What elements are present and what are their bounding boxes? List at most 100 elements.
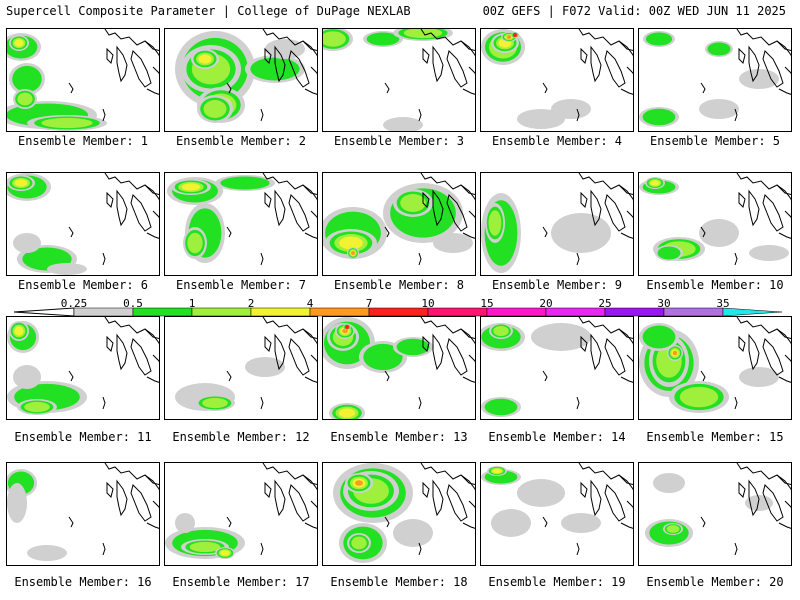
colorbar-segment xyxy=(663,307,724,317)
great-lakes-coastline xyxy=(104,317,159,340)
ensemble-member-caption: Ensemble Member: 5 xyxy=(649,134,781,148)
ensemble-map-panel-4 xyxy=(480,28,634,132)
ensemble-map-panel-13 xyxy=(322,316,476,420)
great-lakes-coastline xyxy=(152,354,159,363)
great-lakes-coastline xyxy=(264,191,272,208)
colorbar-tick-label: 4 xyxy=(306,297,314,310)
great-lakes-coastline xyxy=(144,328,159,345)
great-lakes-coastline xyxy=(146,232,159,239)
great-lakes-coastline xyxy=(778,232,791,239)
great-lakes-coastline xyxy=(226,82,232,94)
scp-contour-sig_yellow xyxy=(181,183,201,191)
scp-contour-sig_low xyxy=(13,233,41,253)
great-lakes-coastline xyxy=(264,335,272,352)
great-lakes-coastline xyxy=(620,88,633,95)
colorbar-tick-label: 7 xyxy=(365,297,373,310)
great-lakes-coastline xyxy=(736,29,791,52)
great-lakes-coastline xyxy=(274,479,286,517)
ensemble-member-caption: Ensemble Member: 1 xyxy=(17,134,149,148)
ensemble-map-panel-2 xyxy=(164,28,318,132)
great-lakes-coastline xyxy=(102,108,106,122)
scp-contour-sig_yellow xyxy=(198,54,212,64)
ensemble-map-panel-3 xyxy=(322,28,476,132)
scp-contour-sig_low xyxy=(561,513,601,533)
great-lakes-coastline xyxy=(432,333,444,371)
scp-contour-map xyxy=(167,173,317,266)
great-lakes-coastline xyxy=(590,189,602,227)
ensemble-member-caption: Ensemble Member: 17 xyxy=(172,575,310,589)
great-lakes-coastline xyxy=(304,522,317,529)
colorbar-tick-label: 15 xyxy=(480,297,494,310)
scp-contour-sig_low xyxy=(699,219,739,247)
scp-contour-map xyxy=(7,173,159,275)
great-lakes-coastline xyxy=(734,396,738,410)
scp-contour-sig_low xyxy=(7,483,27,523)
great-lakes-coastline xyxy=(580,481,588,498)
great-lakes-coastline xyxy=(302,474,317,491)
great-lakes-coastline xyxy=(106,335,114,352)
great-lakes-coastline xyxy=(116,45,128,83)
ensemble-map-panel-10 xyxy=(638,172,792,276)
great-lakes-coastline xyxy=(748,45,760,83)
great-lakes-coastline xyxy=(446,338,468,376)
scp-contour-sig_high xyxy=(323,31,346,47)
great-lakes-coastline xyxy=(626,500,633,509)
great-lakes-coastline xyxy=(226,516,232,528)
great-lakes-coastline xyxy=(468,354,475,363)
colorbar-tick-label: 0.5 xyxy=(123,297,143,310)
great-lakes-coastline xyxy=(460,474,475,491)
ensemble-map-panel-15 xyxy=(638,316,792,420)
great-lakes-coastline xyxy=(580,47,588,64)
great-lakes-coastline xyxy=(576,108,580,122)
ensemble-member-caption: Ensemble Member: 11 xyxy=(14,430,152,444)
great-lakes-coastline xyxy=(700,516,706,528)
scp-contour-sig_low xyxy=(551,213,611,253)
scp-contour-sig_yellow xyxy=(492,468,502,474)
great-lakes-coastline xyxy=(778,522,791,529)
great-lakes-coastline xyxy=(288,194,310,232)
great-lakes-coastline xyxy=(104,29,159,52)
great-lakes-coastline xyxy=(604,338,626,376)
scp-contour-map xyxy=(481,173,633,273)
great-lakes-coastline xyxy=(446,50,468,88)
great-lakes-coastline xyxy=(310,500,317,509)
great-lakes-coastline xyxy=(784,210,791,219)
great-lakes-coastline xyxy=(542,82,548,94)
ensemble-member-caption: Ensemble Member: 7 xyxy=(175,278,307,292)
scp-contour-sig_mod xyxy=(12,65,42,93)
scp-contour-sig_high xyxy=(189,541,221,553)
ensemble-map-panel-8 xyxy=(322,172,476,276)
scp-contour-sig_mod xyxy=(220,176,270,190)
great-lakes-coastline xyxy=(700,226,706,238)
great-lakes-coastline xyxy=(102,252,106,266)
colorbar-tick-label: 20 xyxy=(539,297,553,310)
color-scale-bar xyxy=(13,307,783,317)
scp-contour-sig_low xyxy=(27,545,67,561)
ensemble-member-caption: Ensemble Member: 13 xyxy=(330,430,468,444)
great-lakes-coastline xyxy=(542,370,548,382)
great-lakes-coastline xyxy=(104,173,159,196)
great-lakes-coastline xyxy=(618,474,633,491)
great-lakes-coastline xyxy=(130,484,152,522)
scp-contour-map xyxy=(639,29,791,127)
scp-contour-sig_high xyxy=(41,117,93,129)
great-lakes-coastline xyxy=(418,252,422,266)
great-lakes-coastline xyxy=(384,226,390,238)
scp-contour-sig_high xyxy=(400,194,426,212)
scp-contour-map xyxy=(175,317,317,411)
scp-contour-sig_high xyxy=(493,325,509,337)
scp-contour-map xyxy=(481,317,633,417)
great-lakes-coastline xyxy=(304,232,317,239)
colorbar-tick-label: 30 xyxy=(657,297,671,310)
great-lakes-coastline xyxy=(700,82,706,94)
great-lakes-coastline xyxy=(116,189,128,227)
colorbar-segment xyxy=(604,307,665,317)
scp-contour-map xyxy=(481,463,633,556)
great-lakes-coastline xyxy=(462,376,475,383)
colorbar-tick-label: 0.25 xyxy=(60,297,88,310)
great-lakes-coastline xyxy=(420,463,475,486)
scp-contour-sig_orange xyxy=(351,251,355,255)
scp-contour-sig_high xyxy=(403,29,443,39)
great-lakes-coastline xyxy=(748,189,760,227)
scp-contour-sig_low xyxy=(13,365,41,389)
